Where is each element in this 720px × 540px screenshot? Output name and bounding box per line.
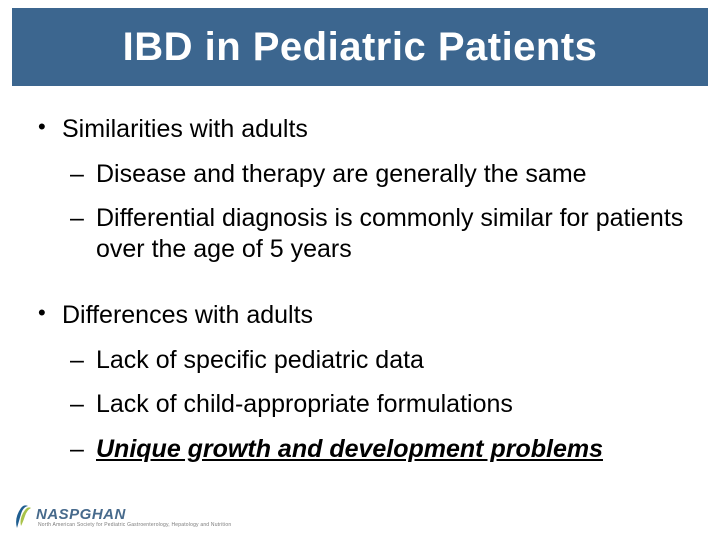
slide-title: IBD in Pediatric Patients bbox=[123, 25, 598, 70]
bullet-text: Unique growth and development problems bbox=[96, 435, 603, 463]
bullet-text: Lack of specific pediatric data bbox=[96, 346, 424, 374]
slide-body: Similarities with adults Disease and the… bbox=[38, 114, 692, 476]
sub-bullet-emphasized: Unique growth and development problems bbox=[38, 434, 692, 465]
logo-swoosh-icon bbox=[14, 504, 32, 530]
sub-bullet: Lack of child-appropriate formulations bbox=[38, 389, 692, 420]
bullet-text: Lack of child-appropriate formulations bbox=[96, 390, 513, 418]
bullet-differences: Differences with adults bbox=[38, 300, 692, 331]
logo-text: NASPGHAN bbox=[36, 506, 231, 523]
bullet-text: Differential diagnosis is commonly simil… bbox=[96, 204, 683, 263]
logo-subtext: North American Society for Pediatric Gas… bbox=[38, 522, 231, 528]
sub-bullet: Lack of specific pediatric data bbox=[38, 345, 692, 376]
logo-text-wrap: NASPGHAN North American Society for Pedi… bbox=[36, 506, 231, 528]
naspghan-logo: NASPGHAN North American Society for Pedi… bbox=[14, 504, 231, 530]
title-bar: IBD in Pediatric Patients bbox=[12, 8, 708, 86]
bullet-text: Similarities with adults bbox=[62, 115, 308, 143]
bullet-text: Differences with adults bbox=[62, 301, 313, 329]
sub-bullet: Differential diagnosis is commonly simil… bbox=[38, 203, 692, 264]
bullet-similarities: Similarities with adults bbox=[38, 114, 692, 145]
bullet-text: Disease and therapy are generally the sa… bbox=[96, 160, 587, 188]
sub-bullet: Disease and therapy are generally the sa… bbox=[38, 159, 692, 190]
